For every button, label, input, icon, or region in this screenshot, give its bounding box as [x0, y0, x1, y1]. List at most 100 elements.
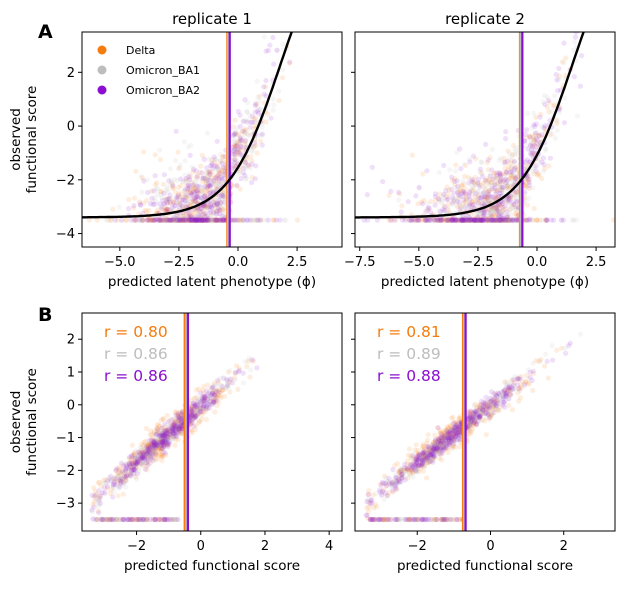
scatter-point [183, 158, 188, 163]
scatter-point [135, 461, 140, 466]
y-tick-label: −2 [56, 173, 75, 188]
scatter-point [244, 109, 249, 114]
scatter-point [105, 478, 110, 483]
scatter-point [161, 416, 166, 421]
scatter-point [219, 176, 224, 181]
scatter-point [301, 14, 306, 19]
scatter-point [241, 166, 246, 171]
scatter-point [481, 191, 486, 196]
scatter-point [243, 138, 248, 143]
scatter-point [476, 200, 481, 205]
scatter-point [241, 170, 246, 175]
scatter-point [231, 152, 236, 157]
scatter-point [255, 218, 260, 223]
scatter-point [197, 183, 202, 188]
scatter-point [395, 461, 400, 466]
scatter-point [151, 438, 156, 443]
scatter-point [495, 209, 500, 214]
scatter-point [157, 148, 162, 153]
scatter-point [126, 197, 131, 202]
scatter-point [461, 218, 466, 223]
scatter-point [512, 159, 517, 164]
scatter-point [186, 144, 191, 149]
scatter-point [113, 476, 118, 481]
scatter-point [271, 102, 276, 107]
y-axis-label-line1: observed [8, 391, 24, 454]
scatter-point [435, 218, 440, 223]
scatter-point [365, 192, 370, 197]
scatter-point [207, 156, 212, 161]
scatter-point [572, 39, 577, 44]
scatter-point [370, 165, 375, 170]
scatter-point [457, 207, 462, 212]
x-tick-label: −5.0 [104, 255, 136, 270]
scatter-point [551, 103, 556, 108]
scatter-point [134, 476, 139, 481]
scatter-point [530, 388, 535, 393]
scatter-point [227, 368, 232, 373]
scatter-point [203, 210, 208, 215]
scatter-point [266, 48, 271, 53]
x-tick-label: 2.5 [287, 255, 308, 270]
scatter-point [149, 196, 154, 201]
scatter-point [559, 218, 564, 223]
scatter-point [562, 60, 567, 65]
scatter-point [274, 48, 279, 53]
scatter-point [491, 410, 496, 415]
scatter-point [527, 216, 532, 221]
scatter-point [580, 8, 585, 13]
scatter-point [215, 139, 220, 144]
scatter-point [546, 376, 551, 381]
scatter-point [480, 174, 485, 179]
scatter-point [425, 438, 430, 443]
scatter-point [230, 380, 235, 385]
scatter-point [209, 204, 214, 209]
scatter-point [561, 41, 566, 46]
x-tick-label: −2.5 [462, 255, 494, 270]
scatter-point [188, 153, 193, 158]
scatter-point [489, 167, 494, 172]
scatter-point [201, 398, 206, 403]
x-axis-label: predicted latent phenotype (ϕ) [381, 274, 589, 290]
scatter-point [555, 119, 560, 124]
scatter-point [108, 474, 113, 479]
scatter-point [449, 175, 454, 180]
scatter-point [553, 136, 558, 141]
scatter-point [253, 176, 258, 181]
scatter-point [205, 393, 210, 398]
scatter-point [457, 146, 462, 151]
scatter-point [534, 169, 539, 174]
scatter-point [410, 153, 415, 158]
scatter-point [471, 154, 476, 159]
scatter-point [386, 476, 391, 481]
scatter-point [173, 158, 178, 163]
scatter-point [132, 196, 137, 201]
scatter-point [433, 191, 438, 196]
scatter-point [201, 384, 206, 389]
scatter-point [534, 121, 539, 126]
scatter-point [455, 517, 460, 522]
scatter-point [504, 209, 509, 214]
scatter-point [458, 166, 463, 171]
scatter-point [191, 424, 196, 429]
scatter-point [539, 176, 544, 181]
scatter-point [280, 42, 285, 47]
scatter-point [462, 174, 467, 179]
scatter-point [145, 218, 150, 223]
scatter-point [199, 170, 204, 175]
scatter-point [457, 444, 462, 449]
scatter-point [287, 60, 292, 65]
scatter-point [380, 179, 385, 184]
scatter-point [525, 111, 530, 116]
scatter-point [236, 109, 241, 114]
scatter-point [110, 494, 115, 499]
scatter-point [213, 175, 218, 180]
scatter-point [426, 432, 431, 437]
scatter-point [433, 203, 438, 208]
scatter-point [212, 409, 217, 414]
scatter-point [247, 375, 252, 380]
scatter-point [277, 218, 282, 223]
scatter-point [503, 129, 508, 134]
